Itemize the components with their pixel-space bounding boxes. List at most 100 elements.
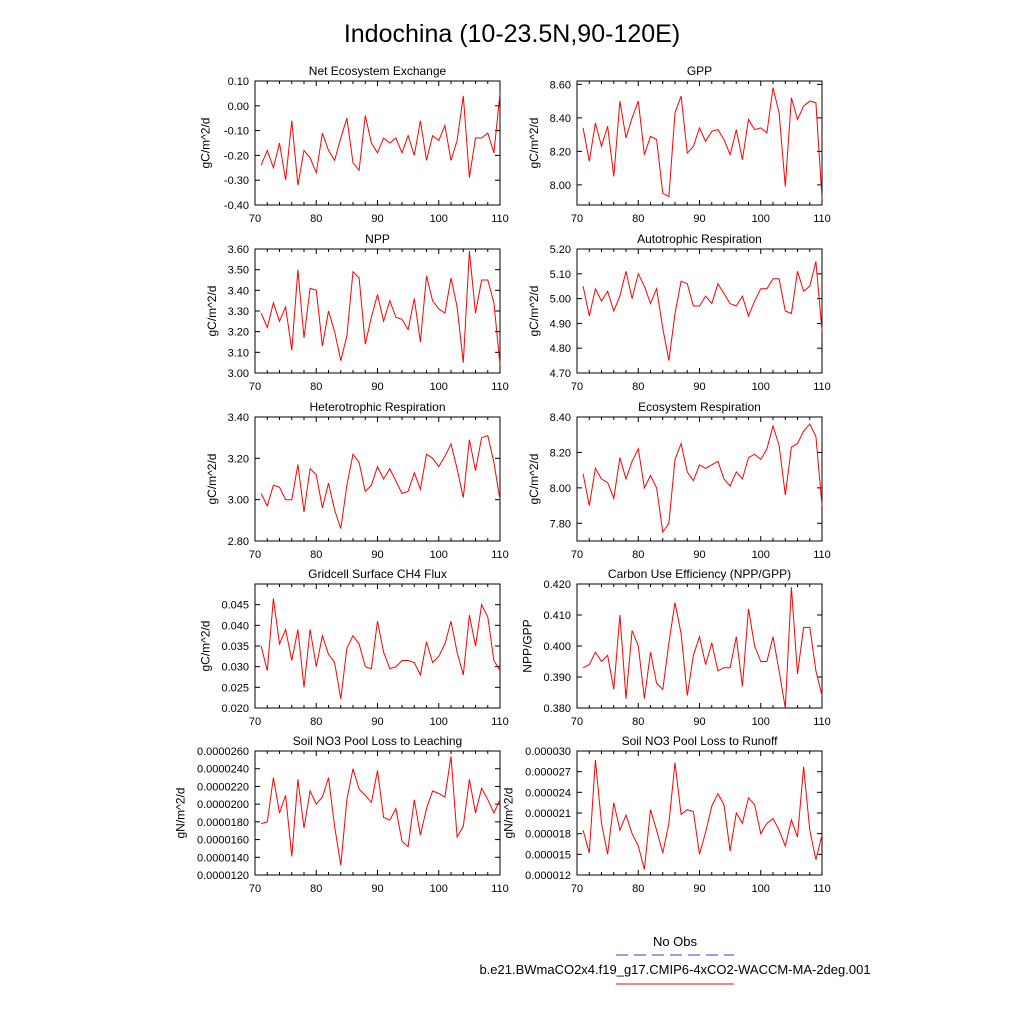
series-line: [260, 434, 501, 529]
x-tick-label: 70: [249, 883, 261, 895]
x-tick-label: 80: [310, 716, 322, 728]
y-tick-label: -0.40: [224, 200, 249, 212]
y-tick-label: 4.70: [550, 368, 571, 380]
y-axis-label: gC/m^2/d: [527, 118, 541, 169]
x-tick-label: 100: [430, 549, 448, 561]
y-tick-label: 8.40: [550, 113, 571, 125]
series-line: [582, 759, 823, 870]
y-tick-label: 8.60: [550, 79, 571, 91]
chart-panel-8: Carbon Use Efficiency (NPP/GPP) 0.380 0.39…: [521, 567, 831, 728]
y-tick-label: 8.00: [550, 483, 571, 495]
x-tick-label: 100: [752, 381, 770, 393]
y-tick-label: 0.380: [543, 703, 571, 715]
x-tick-label: 100: [430, 716, 448, 728]
x-tick-label: 80: [632, 883, 644, 895]
y-tick-label: 8.40: [550, 412, 571, 424]
y-tick-label: 0.0000260: [197, 746, 249, 758]
panel-title: Ecosystem Respiration: [638, 400, 761, 414]
panel-title: Heterotrophic Respiration: [309, 400, 445, 414]
x-tick-label: 80: [310, 549, 322, 561]
y-tick-label: 8.20: [550, 447, 571, 459]
y-tick-label: 3.40: [228, 412, 249, 424]
y-tick-label: 0.040: [221, 620, 249, 632]
y-axis-label: gC/m^2/d: [205, 454, 219, 505]
chart-panel-6: Ecosystem Respiration 7.80 8.00 8.20 8.40 70 8…: [527, 400, 831, 561]
y-tick-label: -0.30: [224, 175, 249, 187]
y-tick-label: 0.390: [543, 672, 571, 684]
x-tick-label: 90: [693, 716, 705, 728]
y-tick-label: 7.80: [550, 518, 571, 530]
x-tick-label: 80: [632, 213, 644, 225]
x-tick-label: 80: [310, 381, 322, 393]
y-tick-label: 3.20: [228, 327, 249, 339]
y-tick-label: 5.20: [550, 244, 571, 256]
y-axis-label: gC/m^2/d: [199, 118, 213, 169]
x-tick-label: 110: [813, 883, 831, 895]
y-tick-label: 5.00: [550, 294, 571, 306]
series-line: [582, 587, 823, 709]
chart-panel-1: Net Ecosystem Exchange -0.40 -0.30 -0.20 -0.…: [199, 64, 509, 225]
x-tick-label: 70: [571, 381, 583, 393]
x-tick-label: 110: [491, 883, 509, 895]
series-line: [582, 261, 823, 361]
x-tick-label: 110: [813, 716, 831, 728]
y-axis-label: gC/m^2/d: [527, 454, 541, 505]
plot-frame: [254, 416, 501, 542]
chart-panel-2: GPP 8.00 8.20 8.40 8.60 70 80 90 100 110 gC/m^2/d: [527, 64, 831, 225]
y-tick-label: 0.0000240: [197, 764, 249, 776]
x-tick-label: 110: [491, 213, 509, 225]
panel-title: Soil NO3 Pool Loss to Leaching: [293, 734, 462, 748]
panel-title: Gridcell Surface CH4 Flux: [308, 567, 447, 581]
legend-model-label: b.e21.BWmaCO2x4.f19_g17.CMIP6-4xCO2-WACC…: [479, 962, 870, 977]
y-tick-label: 0.000030: [525, 746, 571, 758]
y-tick-label: 0.000027: [525, 767, 571, 779]
x-tick-label: 110: [491, 381, 509, 393]
x-tick-label: 110: [813, 381, 831, 393]
figure-title: Indochina (10-23.5N,90-120E): [344, 20, 680, 48]
x-tick-label: 70: [249, 381, 261, 393]
x-tick-label: 90: [693, 381, 705, 393]
y-axis-label: NPP/GPP: [521, 619, 535, 672]
x-tick-label: 100: [752, 213, 770, 225]
series-line: [260, 598, 501, 699]
y-axis-label: gN/m^2/d: [502, 788, 516, 839]
panel-title: NPP: [365, 232, 390, 246]
panel-title: GPP: [687, 64, 712, 78]
chart-panel-3: NPP 3.00 3.10 3.20 3.30 3.40 3.50 3.60 70 80 90 100…: [205, 232, 509, 393]
y-tick-label: 0.0000120: [197, 870, 249, 882]
legend: No Obs b.e21.BWmaCO2x4.f19_g17.CMIP6-4xC…: [479, 934, 871, 985]
plot-frame: [576, 750, 823, 876]
y-tick-label: 0.0000160: [197, 835, 249, 847]
chart-panel-7: Gridcell Surface CH4 Flux 0.020 0.025 0.030…: [199, 567, 509, 728]
chart-panel-5: Heterotrophic Respiration 2.80 3.00 3.20 3.4…: [205, 400, 509, 561]
x-tick-label: 90: [693, 549, 705, 561]
x-tick-label: 70: [571, 549, 583, 561]
y-tick-label: 0.000021: [525, 808, 571, 820]
panel-title: Carbon Use Efficiency (NPP/GPP): [608, 567, 791, 581]
y-axis-label: gC/m^2/d: [527, 286, 541, 337]
y-tick-label: 0.420: [543, 579, 571, 591]
y-tick-label: 2.80: [228, 536, 249, 548]
x-tick-label: 90: [693, 883, 705, 895]
panel-grid: Net Ecosystem Exchange -0.40 -0.30 -0.20 -0.…: [173, 64, 830, 895]
x-tick-label: 70: [249, 716, 261, 728]
y-tick-label: 0.000012: [525, 870, 571, 882]
y-tick-label: 0.035: [221, 641, 249, 653]
x-tick-label: 100: [752, 549, 770, 561]
y-axis-label: gC/m^2/d: [199, 621, 213, 672]
x-tick-label: 70: [571, 213, 583, 225]
series-line: [582, 87, 823, 199]
y-tick-label: 0.400: [543, 641, 571, 653]
y-tick-label: 0.045: [221, 600, 249, 612]
y-tick-label: 0.020: [221, 703, 249, 715]
y-tick-label: 3.40: [228, 285, 249, 297]
x-tick-label: 80: [632, 549, 644, 561]
x-tick-label: 90: [371, 549, 383, 561]
y-tick-label: 5.10: [550, 269, 571, 281]
x-tick-label: 90: [371, 883, 383, 895]
y-tick-label: 0.000015: [525, 849, 571, 861]
y-tick-label: 0.0000200: [197, 799, 249, 811]
y-tick-label: 0.0000220: [197, 781, 249, 793]
y-tick-label: 3.00: [228, 368, 249, 380]
